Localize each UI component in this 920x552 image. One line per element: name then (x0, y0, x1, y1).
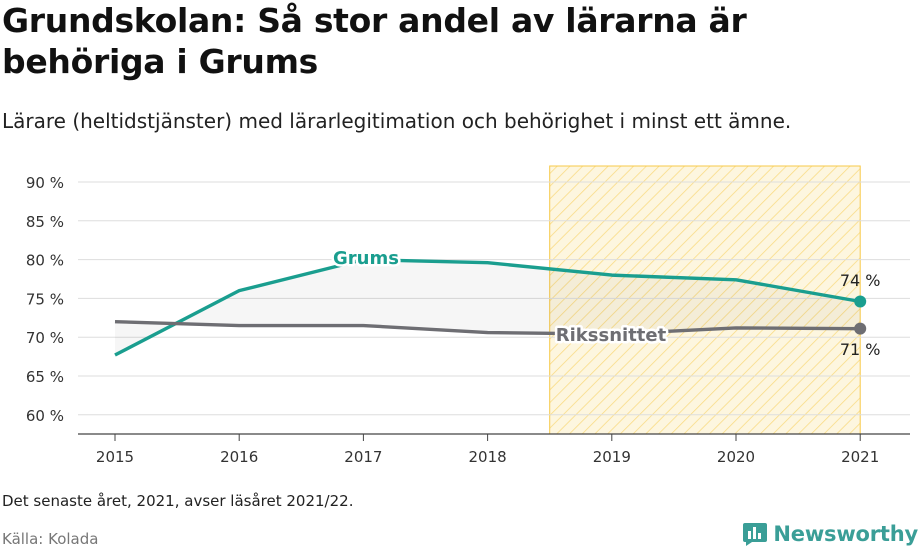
brand-name: Newsworthy (773, 522, 918, 546)
y-tick-label: 65 % (26, 368, 64, 386)
end-label-riket: 71 % (840, 340, 881, 359)
x-tick-label: 2020 (717, 448, 755, 466)
y-tick-label: 80 % (26, 252, 64, 270)
x-tick-label: 2015 (96, 448, 134, 466)
x-tick-label: 2017 (344, 448, 382, 466)
series-line-riket (114, 319, 861, 336)
y-tick-label: 70 % (26, 329, 64, 347)
y-tick-label: 85 % (26, 213, 64, 231)
line-chart: 60 % 65 % 70 % 75 % 80 % 85 % 90 % 2015 2016 201… (26, 165, 910, 466)
bar-chart-icon (743, 523, 768, 546)
chart-title: Grundskolan: Så stor andel av lärarna är… (2, 1, 747, 81)
source-text: Källa: Kolada (2, 530, 99, 548)
y-tick-label: 60 % (26, 407, 64, 425)
y-tick-label: 75 % (26, 290, 64, 308)
footnote: Det senaste året, 2021, avser läsåret 20… (2, 492, 354, 510)
series-endpoint-riket (854, 322, 867, 335)
x-tick-label: 2021 (841, 448, 879, 466)
y-tick-label: 90 % (26, 174, 64, 192)
x-tick-label: 2018 (469, 448, 507, 466)
series-label-grums: Grums (333, 248, 399, 269)
series-label-riket: Rikssnittet (556, 325, 667, 346)
chart-subtitle: Lärare (heltidstjänster) med lärarlegiti… (2, 109, 792, 133)
highlight-hatch (549, 165, 861, 435)
x-tick-label: 2016 (220, 448, 258, 466)
newsworthy-logo: Newsworthy (742, 519, 918, 549)
x-tick-label: 2019 (593, 448, 631, 466)
series-line-grums (114, 257, 861, 357)
series-endpoint-grums (854, 295, 867, 308)
end-label-grums: 74 % (840, 271, 881, 290)
